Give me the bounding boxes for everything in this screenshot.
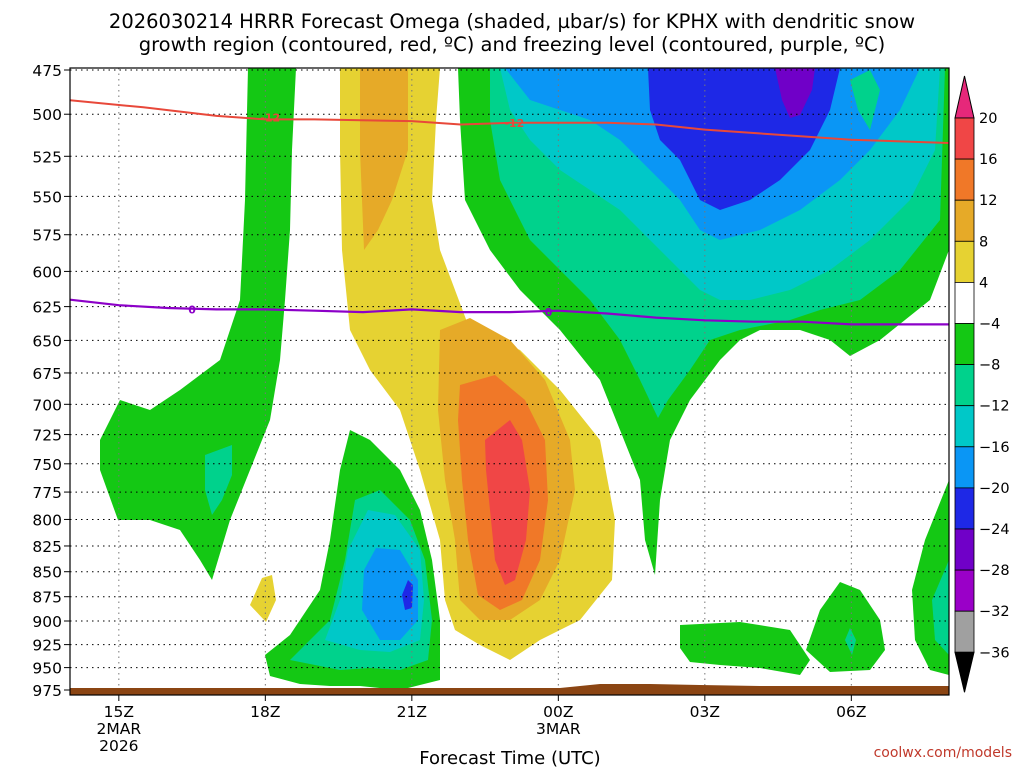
omega-region-darkblue-lower — [402, 580, 413, 610]
ytick-label-875: 875 — [32, 589, 62, 607]
colorbar-bin--32--28 — [954, 569, 975, 612]
colorbar-label-1: 16 — [979, 152, 997, 168]
ytick-label-675: 675 — [32, 365, 62, 383]
omega-region-green-bottom-03z — [680, 622, 810, 675]
colorbar-label-13: −36 — [979, 645, 1010, 661]
colorbar-label-10: −24 — [979, 522, 1010, 538]
colorbar-under-triangle — [954, 651, 975, 693]
colorbar-bin--12--8 — [954, 364, 975, 407]
colorbar-label-4: 4 — [979, 275, 988, 291]
ytick-label-500: 500 — [32, 106, 62, 124]
ytick-label-575: 575 — [32, 227, 62, 245]
xtick-label-15Z: 15Z — [104, 703, 134, 721]
gridlines — [70, 68, 949, 695]
omega-region-red-core — [485, 420, 530, 585]
colorbar-bin--24--20 — [954, 487, 975, 530]
omega-region-purple-core — [775, 68, 815, 118]
colorbar-bin--20--16 — [954, 446, 975, 489]
colorbar: 20 16 12 8 4 −4 −8 −12 −16 −20 −24 −28 −32 −36 — [954, 75, 1010, 693]
freezing-level-contour — [70, 298, 949, 326]
colorbar-over-triangle — [954, 75, 975, 119]
ytick-label-525: 525 — [32, 148, 62, 166]
ytick-label-900: 900 — [32, 613, 62, 631]
xtick-label-06Z: 06Z — [836, 703, 866, 721]
contour-label-0: -12 — [260, 112, 280, 125]
colorbar-bin--36--32 — [954, 610, 975, 653]
colorbar-bin--4-4 — [954, 281, 975, 324]
colorbar-label-0: 20 — [979, 111, 997, 127]
omega-region-yellow-small — [250, 575, 276, 622]
omega-shading — [100, 68, 949, 690]
chart-title-line-2: growth region (contoured, red, ºC) and f… — [139, 33, 886, 56]
ytick-label-825: 825 — [32, 538, 62, 556]
ytick-label-650: 650 — [32, 332, 62, 350]
y-axis-ticks: 475 500 525 550 575 600 625 650 675 700 725 750 775 8… — [32, 62, 70, 700]
x-axis-label: Forecast Time (UTC) — [419, 748, 600, 768]
colorbar-bin--28--24 — [954, 528, 975, 571]
colorbar-bin-8-12 — [954, 199, 975, 242]
ytick-label-950: 950 — [32, 660, 62, 678]
contour-labels: -12 -12 0 0 — [188, 112, 553, 319]
ytick-label-800: 800 — [32, 511, 62, 529]
ytick-label-600: 600 — [32, 263, 62, 281]
credit-text: coolwx.com/models — [874, 745, 1012, 761]
ytick-label-925: 925 — [32, 637, 62, 655]
ground-surface — [70, 684, 949, 695]
omega-region-teal-stripe — [850, 70, 880, 130]
ytick-label-550: 550 — [32, 188, 62, 206]
xtick-label-18Z: 18Z — [250, 703, 280, 721]
xtick-label-03Z: 03Z — [690, 703, 720, 721]
ytick-label-750: 750 — [32, 456, 62, 474]
omega-region-orange-upper — [360, 68, 408, 250]
colorbar-label-5: −4 — [979, 317, 1000, 333]
colorbar-label-8: −16 — [979, 440, 1010, 456]
omega-region-teal-left — [205, 445, 232, 515]
colorbar-bin--8--4 — [954, 323, 975, 365]
ytick-label-725: 725 — [32, 427, 62, 445]
colorbar-label-7: −12 — [979, 399, 1010, 415]
ytick-label-850: 850 — [32, 564, 62, 582]
ytick-label-700: 700 — [32, 396, 62, 414]
dendritic-growth-contour — [70, 99, 949, 144]
omega-region-blue-lower — [362, 548, 418, 640]
omega-region-green-bottom-06z — [806, 582, 885, 672]
chart-title-line-1: 2026030214 HRRR Forecast Omega (shaded, … — [109, 10, 915, 33]
plot-frame — [69, 67, 950, 696]
colorbar-bin-16-20 — [954, 117, 975, 160]
xtick-label-00Z: 00Z — [543, 703, 573, 721]
colorbar-label-11: −28 — [979, 563, 1010, 579]
colorbar-label-12: −32 — [979, 604, 1010, 620]
xtick-sublabel-2MAR: 2MAR — [97, 720, 142, 738]
xtick-label-21Z: 21Z — [397, 703, 427, 721]
omega-region-teal-right-edge — [932, 560, 949, 655]
contour-label-2: 0 — [188, 303, 196, 316]
colorbar-label-9: −20 — [979, 481, 1010, 497]
ytick-label-625: 625 — [32, 299, 62, 317]
colorbar-label-3: 8 — [979, 234, 988, 250]
xtick-sublabel-3MAR: 3MAR — [536, 720, 581, 738]
xtick-sublabel-2026: 2026 — [99, 737, 138, 755]
colorbar-bin--16--12 — [954, 405, 975, 448]
ytick-label-775: 775 — [32, 484, 62, 502]
omega-region-teal-bottom-06z — [845, 628, 856, 655]
colorbar-label-6: −8 — [979, 358, 1000, 374]
ytick-label-475: 475 — [32, 62, 62, 80]
contour-label-1: -12 — [504, 117, 524, 130]
contour-label-3: 0 — [545, 306, 553, 319]
colorbar-bin-12-16 — [954, 158, 975, 201]
ytick-label-975: 975 — [32, 682, 62, 700]
colorbar-label-2: 12 — [979, 193, 997, 209]
colorbar-bin-4-8 — [954, 240, 975, 283]
